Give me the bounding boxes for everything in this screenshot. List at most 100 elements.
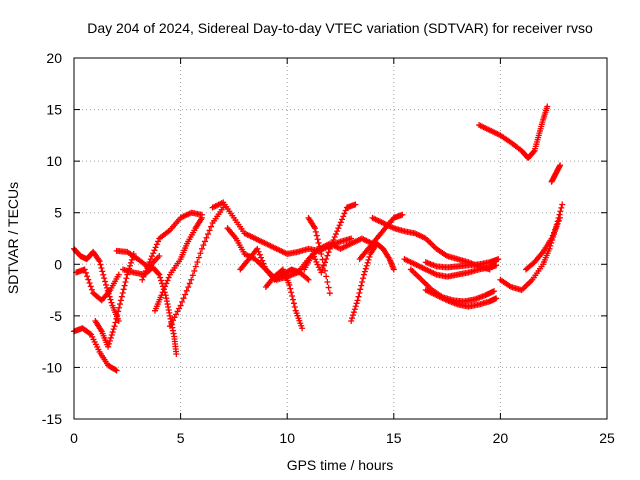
plus-marker	[325, 284, 332, 291]
series-track-w	[476, 103, 551, 162]
plus-marker	[558, 204, 565, 211]
plus-marker	[150, 250, 157, 257]
plus-marker	[146, 259, 153, 266]
plus-marker	[95, 256, 102, 263]
plus-marker	[159, 289, 166, 296]
plus-marker	[113, 315, 120, 322]
plus-marker	[122, 278, 129, 285]
plus-marker	[198, 245, 205, 252]
plus-marker	[360, 271, 367, 278]
plus-marker	[183, 287, 190, 294]
plus-marker	[157, 274, 164, 281]
series-track-z	[522, 214, 564, 273]
plus-marker	[156, 253, 163, 260]
axis-ticks: 0 5 10 15 20 25 -15 -10 -5 0 5 10 15 20	[42, 50, 615, 446]
plus-marker	[361, 268, 368, 275]
x-tick-label: 20	[493, 430, 509, 446]
plus-marker	[318, 250, 325, 257]
plus-marker	[348, 318, 355, 325]
plus-marker	[179, 298, 186, 305]
plus-marker	[335, 225, 342, 232]
chart-title: Day 204 of 2024, Sidereal Day-to-day VTE…	[87, 20, 593, 36]
plus-marker	[116, 304, 123, 311]
plus-marker	[185, 284, 192, 291]
plus-marker	[119, 290, 126, 297]
plus-marker	[495, 256, 502, 263]
plus-marker	[102, 278, 109, 285]
plus-marker	[554, 220, 561, 227]
plus-marker	[142, 267, 149, 274]
y-tick-label: -10	[42, 359, 62, 375]
plus-marker	[325, 249, 332, 256]
plus-marker	[106, 293, 113, 300]
plus-marker	[313, 258, 320, 265]
data-marks	[71, 103, 566, 374]
plus-marker	[200, 242, 207, 249]
plus-marker	[354, 297, 361, 304]
plus-marker	[311, 225, 318, 232]
plus-marker	[106, 340, 113, 347]
plus-marker	[152, 244, 159, 251]
plus-marker	[353, 300, 360, 307]
plus-marker	[140, 273, 147, 280]
plus-marker	[332, 231, 339, 238]
plus-marker	[118, 293, 125, 300]
plus-marker	[321, 267, 328, 274]
plus-marker	[334, 228, 341, 235]
plus-marker	[358, 282, 365, 289]
plus-marker	[491, 288, 498, 295]
plus-marker	[109, 329, 116, 336]
plus-marker	[326, 245, 333, 252]
plus-marker	[365, 256, 372, 263]
plus-marker	[390, 266, 397, 273]
plus-marker	[145, 262, 152, 269]
y-tick-label: 20	[46, 50, 62, 66]
plus-marker	[318, 269, 325, 276]
plus-marker	[155, 270, 162, 277]
y-tick-label: -5	[50, 308, 63, 324]
plus-marker	[98, 264, 105, 271]
plus-marker	[342, 207, 349, 214]
plus-marker	[313, 232, 320, 239]
plus-marker	[254, 245, 261, 252]
plus-marker	[288, 289, 295, 296]
plus-marker	[341, 210, 348, 217]
plus-marker	[286, 281, 293, 288]
plus-marker	[362, 265, 369, 272]
plus-marker	[350, 309, 357, 316]
plus-marker	[107, 296, 114, 303]
series-track-u	[422, 287, 500, 310]
plus-marker	[198, 214, 205, 221]
plus-marker	[317, 247, 324, 254]
plus-marker	[117, 297, 124, 304]
plus-marker	[304, 275, 311, 282]
plus-marker	[356, 290, 363, 297]
plus-marker	[352, 201, 359, 208]
plus-marker	[553, 223, 560, 230]
plus-marker	[557, 162, 564, 169]
plus-marker	[158, 292, 165, 299]
x-tick-label: 0	[70, 430, 78, 446]
plus-marker	[194, 259, 201, 266]
plus-marker	[299, 325, 306, 332]
plus-marker	[352, 303, 359, 310]
plus-marker	[357, 286, 364, 293]
plus-marker	[315, 239, 322, 246]
plus-marker	[197, 250, 204, 257]
plus-marker	[158, 277, 165, 284]
plus-marker	[314, 261, 321, 268]
plus-marker	[359, 278, 366, 285]
plus-marker	[261, 263, 268, 270]
plus-marker	[360, 275, 367, 282]
plus-marker	[366, 253, 373, 260]
plus-marker	[552, 226, 559, 233]
series-track-g	[139, 209, 205, 283]
plus-marker	[155, 238, 162, 245]
plus-marker	[206, 227, 213, 234]
plus-marker	[557, 208, 564, 215]
x-tick-label: 15	[386, 430, 402, 446]
plus-marker	[153, 241, 160, 248]
plus-marker	[105, 343, 112, 350]
plus-marker	[84, 273, 91, 280]
